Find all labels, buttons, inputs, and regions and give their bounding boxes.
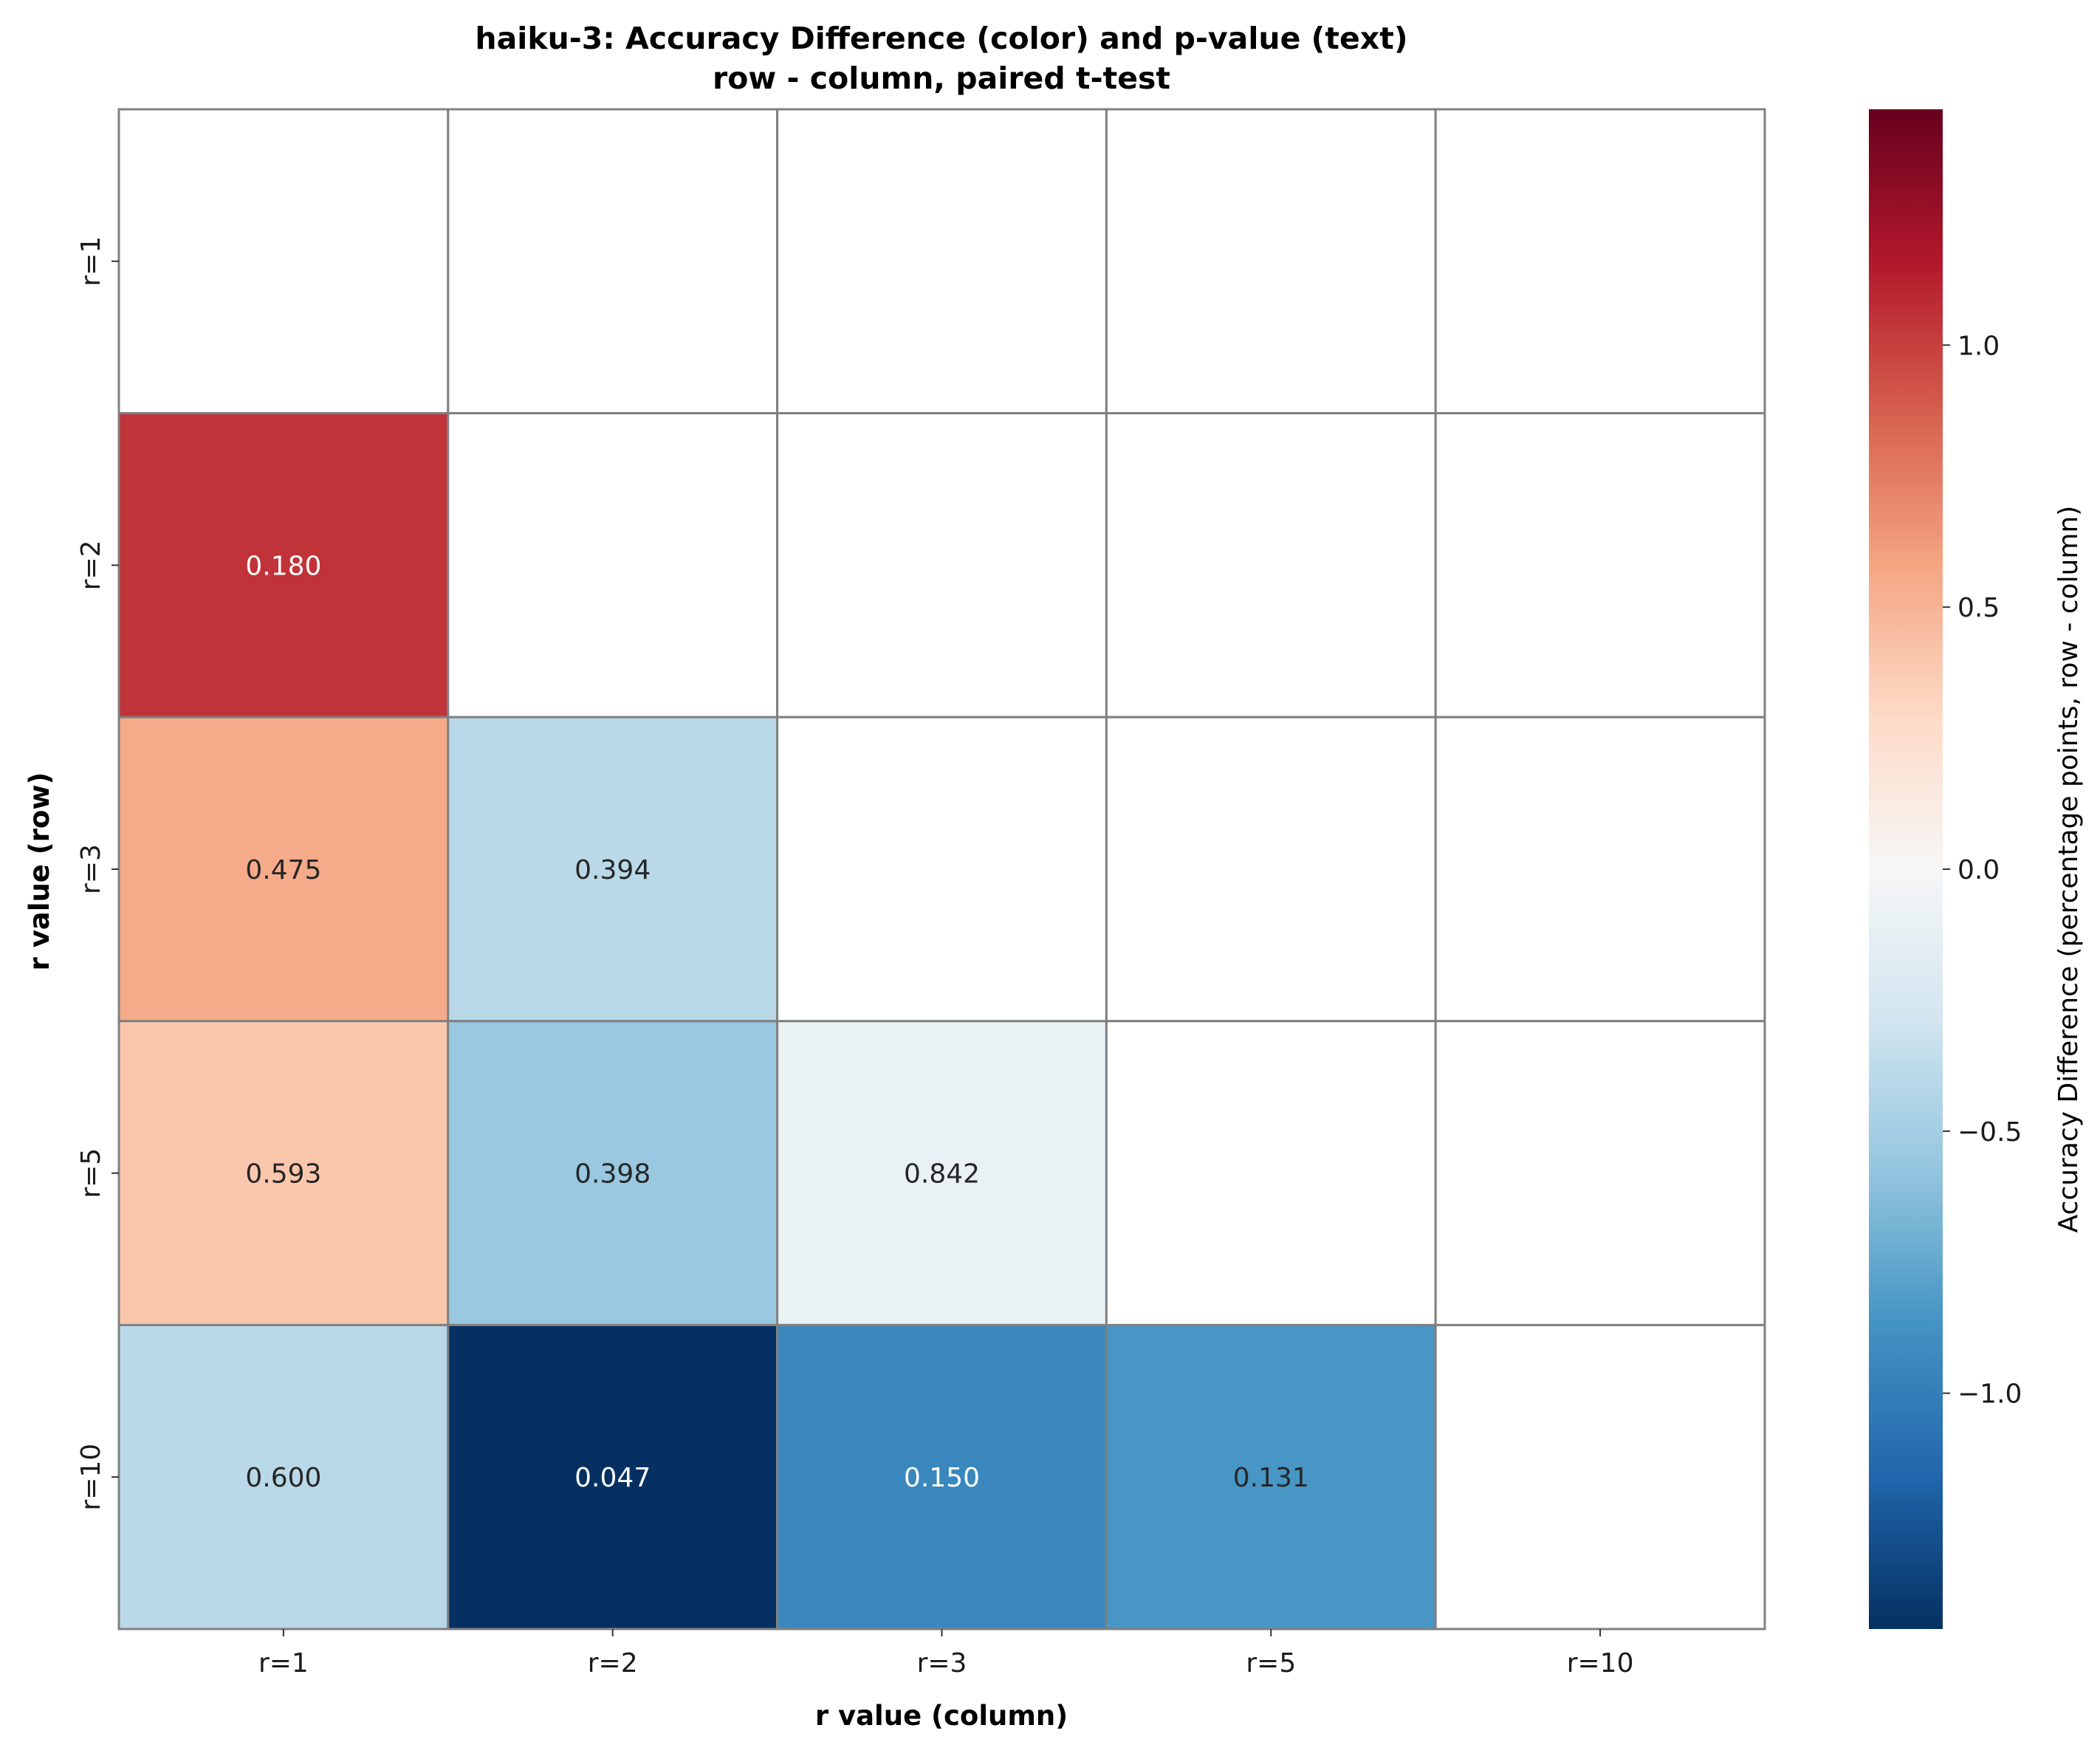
x-tick-label: r=10 [1567, 1648, 1634, 1678]
heatmap-cell [447, 412, 779, 719]
p-value-label: 0.842 [904, 1159, 980, 1190]
y-axis-label: r value (row) [24, 772, 55, 971]
heatmap-cell [447, 1323, 779, 1630]
heatmap-cell [776, 1020, 1108, 1326]
heatmap-cell [447, 108, 779, 415]
heatmap-cell [1105, 716, 1437, 1023]
colorbar-tick-label: 0.5 [1957, 593, 2000, 623]
heatmap-cell [1434, 108, 1766, 415]
colorbar-tick-label: 0.0 [1957, 855, 2000, 885]
y-tick-label: r=1 [76, 236, 106, 287]
x-tick-label: r=2 [588, 1648, 638, 1678]
p-value-label: 0.047 [574, 1463, 651, 1493]
heatmap-cell [776, 716, 1108, 1023]
heatmap-cell [1434, 1323, 1766, 1630]
heatmap-cell [1434, 1020, 1766, 1326]
heatmap-cell [117, 1020, 450, 1326]
heatmap-cell [1105, 108, 1437, 415]
chart-subtitle: row - column, paired t-test [713, 61, 1170, 96]
colorbar-label: Accuracy Difference (percentage points, … [2053, 506, 2084, 1233]
y-tick-label: r=10 [76, 1444, 106, 1511]
p-value-label: 0.600 [245, 1463, 321, 1493]
heatmap-cell [117, 412, 450, 719]
heatmap-cell [1105, 1020, 1437, 1326]
p-value-label: 0.398 [574, 1159, 651, 1190]
colorbar-ticks: −1.0 −0.5 0.0 0.5 1.0 [1943, 331, 2022, 1410]
colorbar-tick-label: −1.0 [1957, 1379, 2022, 1410]
x-tick-label: r=3 [917, 1648, 967, 1678]
heatmap-cell [1105, 412, 1437, 719]
p-value-label: 0.593 [245, 1159, 321, 1190]
colorbar-tick-label: −0.5 [1957, 1117, 2022, 1148]
heatmap-cell [776, 108, 1108, 415]
heatmap-cell [117, 716, 450, 1023]
chart-title: haiku-3: Accuracy Difference (color) and… [475, 21, 1407, 56]
heatmap-cell [447, 1020, 779, 1326]
heatmap-cell [1434, 716, 1766, 1023]
x-axis-ticks: r=1 r=2 r=3 r=5 r=10 [258, 1629, 1634, 1678]
heatmap-cell [1105, 1323, 1437, 1630]
p-value-label: 0.475 [245, 855, 321, 885]
x-tick-label: r=5 [1246, 1648, 1296, 1678]
heatmap-cell [776, 412, 1108, 719]
p-value-label: 0.394 [574, 855, 651, 885]
heatmap-cell [1434, 412, 1766, 719]
p-value-label: 0.131 [1233, 1463, 1309, 1493]
y-tick-label: r=3 [76, 844, 106, 894]
y-tick-label: r=2 [76, 540, 106, 590]
y-tick-label: r=5 [76, 1148, 106, 1199]
heatmap-cell [117, 108, 450, 415]
x-axis-label: r value (column) [815, 1700, 1068, 1732]
colorbar [1869, 109, 1943, 1629]
x-tick-label: r=1 [258, 1648, 309, 1678]
p-value-label: 0.150 [904, 1463, 980, 1493]
colorbar-tick-label: 1.0 [1957, 331, 2000, 361]
heatmap-cell [447, 716, 779, 1023]
y-axis-ticks: r=1 r=2 r=3 r=5 r=10 [76, 236, 119, 1511]
heatmap-cells: 0.180 0.475 0.394 0.593 0.398 0.842 0.600 0.047… [117, 108, 1766, 1630]
p-value-label: 0.180 [245, 551, 321, 581]
